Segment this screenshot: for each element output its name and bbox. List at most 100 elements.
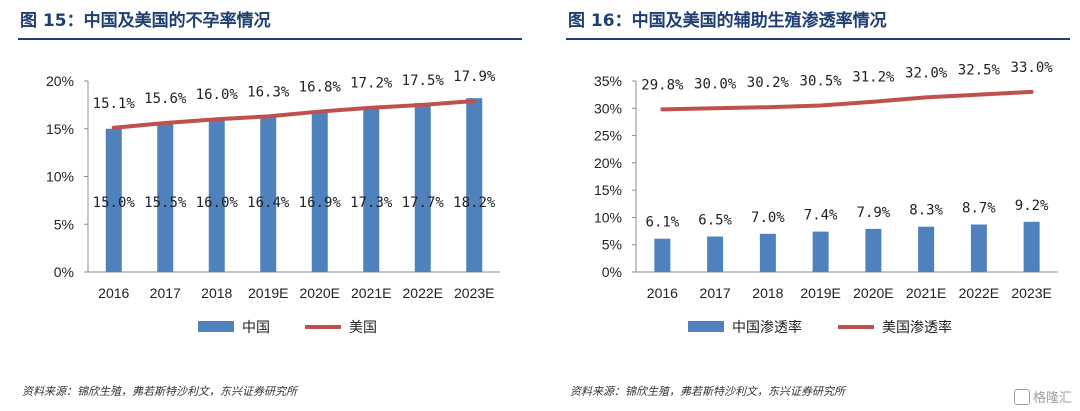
bar: [157, 123, 174, 272]
title-rule: [566, 38, 1070, 40]
line-point: [714, 107, 716, 109]
x-tick-label: 2016: [647, 285, 678, 301]
bar: [363, 106, 380, 272]
bar-data-label: 8.3%: [909, 203, 943, 219]
bar: [1023, 221, 1040, 272]
y-tick-label: 20%: [46, 73, 74, 89]
source-note: 资料来源：锦欣生殖，弗若斯特沙利文，东兴证券研究所: [570, 385, 845, 398]
line-data-label: 16.0%: [196, 87, 239, 103]
legend-bar-label: 中国渗透率: [732, 319, 802, 336]
line-data-label: 33.0%: [1011, 60, 1054, 76]
watermark: 格隆汇: [1013, 387, 1072, 406]
y-tick-label: 20%: [594, 155, 622, 171]
bar-data-label: 8.7%: [962, 201, 996, 217]
bar-data-label: 16.0%: [196, 195, 239, 211]
bar: [208, 119, 225, 272]
line-data-label: 31.2%: [852, 70, 895, 86]
line-data-label: 17.5%: [402, 73, 445, 89]
line-data-label: 32.0%: [905, 65, 948, 81]
line-data-label: 29.8%: [641, 77, 684, 93]
line-data-label: 17.2%: [350, 76, 393, 92]
legend-bar-swatch: [198, 321, 234, 332]
bar: [812, 231, 829, 272]
line-series: [111, 99, 477, 130]
legend-bar-swatch: [688, 321, 724, 332]
chart-panel-infertility: 图 15：中国及美国的不孕率情况 0% 5% 10% 15% 20% 2016 2017 20…: [0, 0, 530, 411]
line-point: [113, 127, 115, 129]
line-point: [872, 101, 874, 103]
legend-bar-label: 中国: [242, 320, 270, 336]
line-point: [267, 115, 269, 117]
y-tick-label: 25%: [594, 128, 622, 144]
x-tick-label: 2017: [150, 285, 181, 301]
line-point: [661, 108, 663, 110]
bar: [311, 110, 328, 272]
line-point: [422, 104, 424, 106]
legend-line-label: 美国渗透率: [882, 319, 952, 336]
bar: [759, 233, 776, 272]
bar: [654, 238, 671, 272]
y-tick-label: 15%: [46, 121, 74, 137]
y-tick-label: 30%: [594, 100, 622, 116]
line-point: [820, 105, 822, 107]
x-tick-label: 2023E: [1011, 285, 1051, 301]
x-tick-label: 2021E: [906, 285, 946, 301]
line-data-label: 30.0%: [694, 76, 737, 92]
line-point: [319, 111, 321, 113]
source-note: 资料来源：锦欣生殖，弗若斯特沙利文，东兴证券研究所: [22, 385, 297, 398]
bar: [260, 115, 277, 272]
line-point: [1031, 91, 1033, 93]
line-data-label: 15.1%: [93, 96, 136, 112]
x-tick-label: 2022E: [959, 285, 999, 301]
line-data-label: 17.9%: [453, 69, 496, 85]
chart-title: 图 16：中国及美国的辅助生殖渗透率情况: [568, 11, 887, 31]
line-data-label: 16.3%: [247, 84, 290, 100]
bar: [707, 236, 724, 272]
bar: [105, 128, 122, 272]
bar-data-label: 16.9%: [299, 195, 342, 211]
chart-title: 图 15：中国及美国的不孕率情况: [20, 11, 271, 31]
bar-data-label: 7.0%: [751, 210, 785, 226]
line-point: [925, 96, 927, 98]
x-tick-label: 2020E: [853, 285, 893, 301]
x-tick-label: 2023E: [454, 285, 494, 301]
line-data-label: 30.5%: [800, 74, 843, 90]
bar-data-label: 17.3%: [350, 195, 393, 211]
bar-data-label: 16.4%: [247, 195, 290, 211]
x-tick-label: 2020E: [300, 285, 340, 301]
line-data-label: 16.8%: [299, 80, 342, 96]
bar: [918, 226, 935, 272]
y-tick-label: 10%: [594, 209, 622, 225]
bar: [466, 98, 483, 272]
y-tick-label: 0%: [602, 264, 622, 280]
chart-panel-art-penetration: 图 16：中国及美国的辅助生殖渗透率情况 0% 5% 10% 15% 20% 25% 30%…: [548, 0, 1078, 411]
y-tick-label: 5%: [54, 216, 74, 232]
bar-data-label: 15.5%: [144, 195, 187, 211]
line-point: [767, 106, 769, 108]
bar: [414, 102, 431, 272]
bar-data-label: 18.2%: [453, 195, 496, 211]
title-rule: [18, 38, 522, 40]
x-tick-label: 2018: [201, 285, 232, 301]
y-tick-label: 35%: [594, 73, 622, 89]
x-tick-label: 2019E: [248, 285, 288, 301]
line-series: [660, 89, 1034, 112]
legend-line-label: 美国: [349, 320, 377, 336]
bar-data-label: 9.2%: [1015, 198, 1049, 214]
line-point: [164, 122, 166, 124]
bar-data-label: 6.5%: [698, 213, 732, 229]
line-data-label: 32.5%: [958, 63, 1001, 79]
y-tick-label: 5%: [602, 237, 622, 253]
y-tick-label: 15%: [594, 182, 622, 198]
x-tick-label: 2021E: [351, 285, 391, 301]
line-data-label: 30.2%: [747, 75, 790, 91]
line-point: [978, 94, 980, 96]
bar: [970, 224, 987, 272]
bar-data-label: 17.7%: [402, 195, 445, 211]
line-point: [370, 107, 372, 109]
x-tick-label: 2022E: [403, 285, 443, 301]
penetration-chart: 0% 5% 10% 15% 20% 25% 30% 35% 2016 2017 2018 2019E 2…: [594, 60, 1058, 336]
y-tick-label: 10%: [46, 169, 74, 185]
x-tick-label: 2018: [752, 285, 783, 301]
x-tick-label: 2019E: [800, 285, 840, 301]
